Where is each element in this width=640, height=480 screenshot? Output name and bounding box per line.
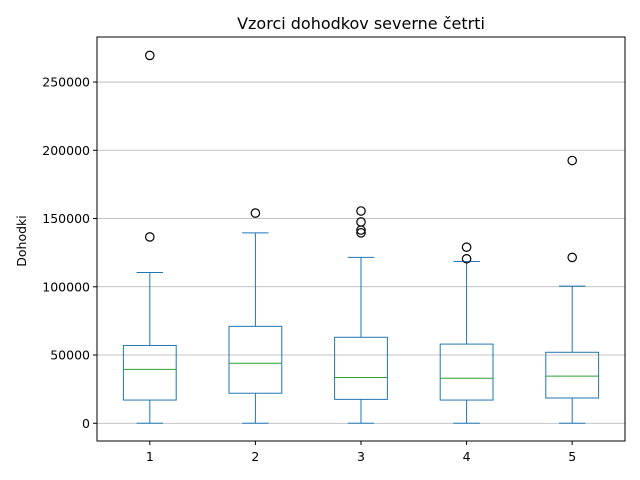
outlier-point xyxy=(567,252,577,263)
y-tick-label: 250000 xyxy=(42,75,90,90)
box-iqr xyxy=(439,343,494,401)
x-axis-ticks: 1 2 3 4 5 xyxy=(146,441,576,464)
box-iqr xyxy=(122,344,177,401)
outlier-point xyxy=(250,208,261,218)
box-group-5 xyxy=(545,155,600,424)
outlier-point xyxy=(461,242,472,252)
boxes xyxy=(122,50,600,424)
y-tick-label: 200000 xyxy=(42,143,90,158)
box-group-3 xyxy=(334,206,388,424)
x-tick-label: 5 xyxy=(568,449,576,464)
box-group-1 xyxy=(122,50,177,424)
box-iqr xyxy=(228,325,283,394)
y-axis-label: Dohodki xyxy=(14,215,29,267)
outlier-point xyxy=(567,155,577,166)
chart-title: Vzorci dohodkov severne četrti xyxy=(237,14,485,33)
x-tick-label: 1 xyxy=(146,449,154,464)
x-tick-label: 4 xyxy=(463,449,471,464)
outlier-point xyxy=(356,206,366,216)
box-group-2 xyxy=(228,208,283,424)
box-group-4 xyxy=(439,242,494,424)
outlier-point xyxy=(145,50,155,61)
outlier-point xyxy=(356,217,366,227)
y-axis-ticks: 0 50000 100000 150000 200000 250000 xyxy=(42,75,97,431)
outlier-point xyxy=(145,232,155,242)
outlier-point xyxy=(356,228,366,238)
y-tick-label: 0 xyxy=(82,416,90,431)
x-tick-label: 3 xyxy=(357,449,365,464)
y-tick-label: 100000 xyxy=(42,279,90,294)
box-iqr xyxy=(545,351,600,399)
y-tick-label: 50000 xyxy=(50,348,90,363)
x-tick-label: 2 xyxy=(251,449,259,464)
y-tick-label: 150000 xyxy=(42,211,90,226)
outlier-point xyxy=(461,253,472,264)
box-iqr xyxy=(334,336,388,400)
